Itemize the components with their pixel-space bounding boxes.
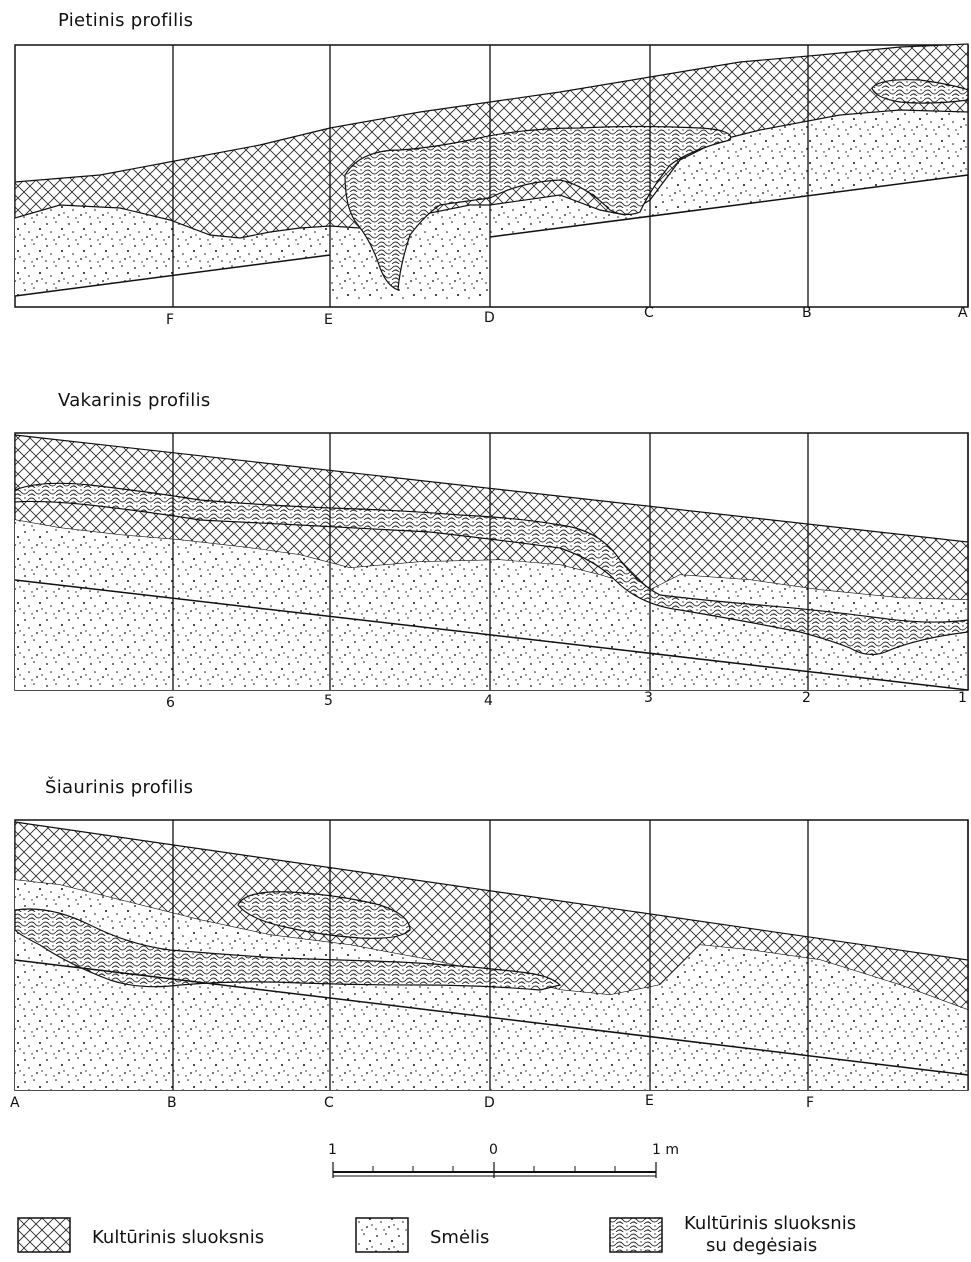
scale-label-right: 1 m	[652, 1142, 679, 1158]
profile-title: Vakarinis profilis	[58, 390, 211, 411]
scale-label-zero: 0	[489, 1142, 498, 1158]
axis-label: 6	[166, 695, 175, 711]
profile-north	[15, 820, 968, 1090]
scale-bar	[333, 1162, 656, 1178]
axis-label: A	[958, 305, 968, 321]
axis-label: E	[645, 1093, 654, 1109]
axis-label: 2	[802, 690, 811, 706]
legend-label-charcoal-layer-1: Kultūrinis sluoksnis	[684, 1214, 856, 1234]
axis-label: F	[806, 1095, 814, 1111]
axis-label: A	[10, 1095, 20, 1111]
axis-label: F	[166, 312, 174, 328]
axis-label: D	[484, 310, 495, 326]
axis-label: B	[167, 1095, 177, 1111]
legend-label-sand: Smėlis	[430, 1228, 489, 1248]
axis-label: 4	[484, 693, 493, 709]
legend-label-charcoal-layer-2: su degėsiais	[706, 1236, 817, 1256]
axis-label: 3	[644, 690, 653, 706]
legend-label-cultural-layer: Kultūrinis sluoksnis	[92, 1228, 264, 1248]
axis-label: 5	[324, 693, 333, 709]
profile-title: Šiaurinis profilis	[45, 777, 193, 798]
scale-label-left: 1	[328, 1142, 337, 1158]
axis-label: C	[324, 1095, 334, 1111]
axis-label: C	[644, 305, 654, 321]
axis-label: D	[484, 1095, 495, 1111]
axis-label: 1	[958, 690, 967, 706]
axis-label: B	[802, 305, 812, 321]
axis-label: E	[324, 312, 333, 328]
profile-west	[15, 433, 968, 690]
profile-title: Pietinis profilis	[58, 10, 193, 31]
profile-south	[15, 44, 968, 307]
